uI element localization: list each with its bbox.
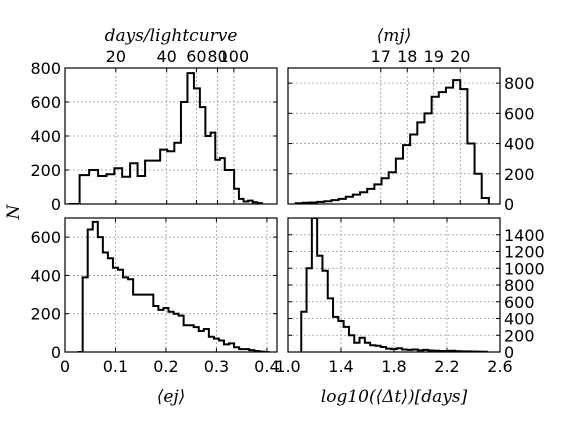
- top-x-tick-label: 40: [157, 47, 177, 66]
- x-tick-label: 1.8: [381, 357, 406, 376]
- panel-bottom-left: 0 200 400 600 0 0.1 0.2 0.3 0.4 ⟨ej⟩: [30, 217, 280, 407]
- histogram-series-bottom-right: [300, 218, 488, 352]
- histogram-series-top-left: [68, 72, 263, 204]
- y-tick-label: 800: [504, 74, 535, 93]
- y-tick-label: 600: [504, 293, 535, 312]
- top-x-tick-label: 20: [106, 47, 126, 66]
- y-tick-label: 200: [30, 161, 61, 180]
- top-x-tick-label: 60: [186, 47, 206, 66]
- x-tick-label: 0.3: [204, 357, 229, 376]
- x-tick-label: 2.6: [487, 357, 512, 376]
- top-x-tick-label: 20: [450, 47, 470, 66]
- y-tick-label: 400: [504, 135, 535, 154]
- top-x-tick-label: 80: [207, 47, 227, 66]
- y-tick-label: 1400: [504, 226, 545, 245]
- y-tick-label: 600: [30, 93, 61, 112]
- top-x-tick-label: 19: [424, 47, 444, 66]
- top-x-tick-label: 100: [219, 47, 250, 66]
- top-x-axis-title: days/lightcurve: [105, 26, 238, 46]
- top-x-tick-label: 17: [371, 47, 391, 66]
- histogram-series-top-right: [294, 79, 490, 204]
- y-tick-label: 0: [504, 195, 514, 214]
- x-tick-label: 0: [60, 357, 70, 376]
- histogram-series-bottom-left: [77, 220, 270, 352]
- y-tick-label: 800: [504, 276, 535, 295]
- x-tick-label: 1.4: [328, 357, 353, 376]
- plot-frame: [64, 217, 278, 353]
- y-tick-label: 400: [30, 266, 61, 285]
- x-tick-label: 2.2: [434, 357, 459, 376]
- y-tick-label: 400: [30, 127, 61, 146]
- y-tick-label: 600: [30, 228, 61, 247]
- y-tick-label: 800: [30, 59, 61, 78]
- top-x-axis-title: ⟨mj⟩: [377, 26, 412, 46]
- x-axis-title: log10(⟨Δt⟩)[days]: [321, 387, 468, 407]
- y-tick-label: 0: [51, 195, 61, 214]
- plot-frame: [287, 67, 501, 205]
- top-x-tick-label: 18: [397, 47, 417, 66]
- x-tick-label: 0.1: [103, 357, 128, 376]
- y-tick-label: 200: [504, 165, 535, 184]
- x-tick-label: 0.4: [254, 357, 279, 376]
- x-tick-label: 1.0: [275, 357, 300, 376]
- y-tick-label: 0: [504, 343, 514, 362]
- y-tick-label: 600: [504, 104, 535, 123]
- y-tick-label: 1200: [504, 243, 545, 262]
- shared-y-axis-label: N: [4, 203, 24, 220]
- y-tick-label: 400: [504, 310, 535, 329]
- x-tick-label: 0.2: [153, 357, 178, 376]
- panel-top-right: 0 200 400 600 800 17 18 19 20 ⟨mj⟩: [287, 26, 535, 214]
- y-tick-label: 200: [504, 326, 535, 345]
- y-tick-label: 1000: [504, 259, 545, 278]
- x-axis-title: ⟨ej⟩: [157, 387, 186, 407]
- y-tick-label: 200: [30, 305, 61, 324]
- y-tick-label: 0: [51, 343, 61, 362]
